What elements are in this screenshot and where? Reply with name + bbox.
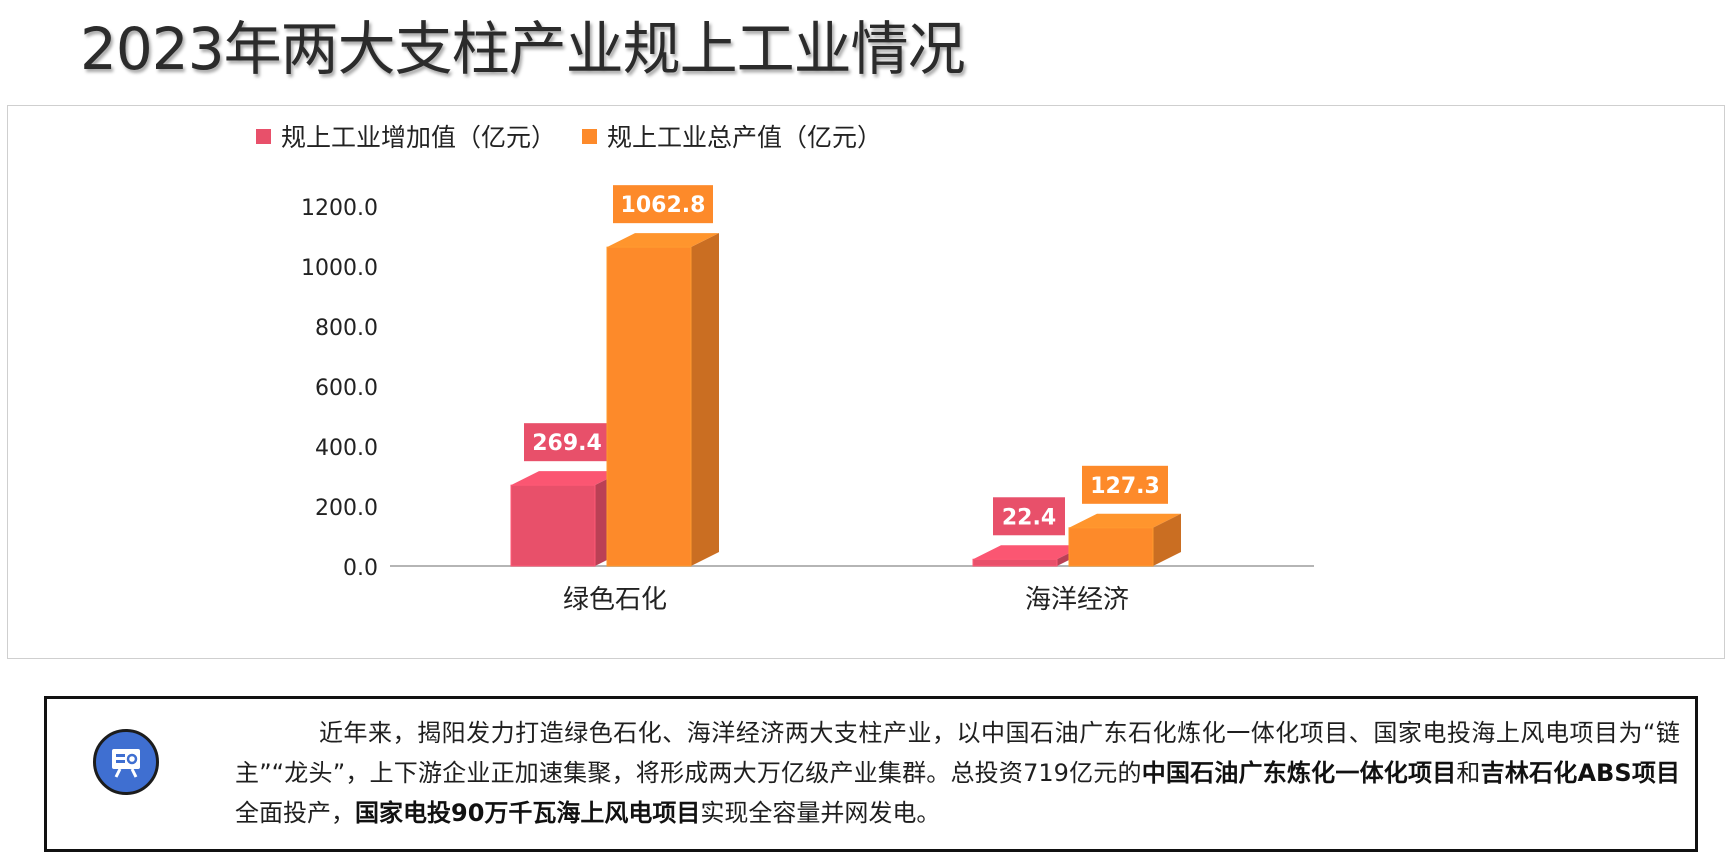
data-label-box xyxy=(993,497,1065,536)
data-label: 127.3 xyxy=(1090,474,1160,499)
data-label-box xyxy=(524,423,610,462)
summary-text-part-1: 近年来，揭阳发力打造绿色石化、海洋经济两大支柱产业，以中国石油广东石化炼化一体化… xyxy=(235,719,1680,787)
data-label: 22.4 xyxy=(1002,505,1056,530)
bar xyxy=(606,246,692,567)
summary-text-part-3: 全面投产， xyxy=(235,799,355,827)
legend-swatch-value-added xyxy=(256,128,271,144)
summary-text-part-4: 实现全容量并网发电。 xyxy=(700,799,941,827)
data-label-box xyxy=(1082,465,1168,504)
x-category-label: 绿色石化 xyxy=(563,585,667,615)
presentation-board-icon xyxy=(93,729,159,795)
chart-legend: 规上工业增加值（亿元） 规上工业总产值（亿元） xyxy=(256,118,882,154)
bar-top-face xyxy=(607,233,719,248)
bar-top-face xyxy=(973,545,1085,560)
bar-top-face xyxy=(1069,513,1181,528)
page-title: 2023年两大支柱产业规上工业情况 xyxy=(80,15,966,83)
legend-label-total-output: 规上工业总产值（亿元） xyxy=(607,123,883,152)
data-label-box xyxy=(613,185,713,224)
data-label: 269.4 xyxy=(532,431,602,456)
bar-chart: 0.0 200.0 400.0 600.0 800.0 1000.0 1200.0 绿色石化 2… xyxy=(301,185,1314,615)
data-label: 1062.8 xyxy=(621,193,706,218)
summary-highlight-refining-project: 中国石油广东炼化一体化项目 xyxy=(1141,759,1457,787)
legend-item-total-output: 规上工业总产值（亿元） xyxy=(582,118,882,154)
x-category-label: 海洋经济 xyxy=(1025,585,1129,615)
bar xyxy=(510,484,596,567)
y-tick-label: 400.0 xyxy=(315,436,378,461)
y-tick-label: 800.0 xyxy=(315,316,378,341)
summary-note: 近年来，揭阳发力打造绿色石化、海洋经济两大支柱产业，以中国石油广东石化炼化一体化… xyxy=(44,696,1698,852)
y-tick-label: 1200.0 xyxy=(301,196,378,221)
summary-text-part-2: 和 xyxy=(1456,759,1481,787)
bar xyxy=(972,558,1058,567)
y-tick-label: 200.0 xyxy=(315,496,378,521)
summary-highlight-wind-project: 国家电投90万千瓦海上风电项目 xyxy=(355,799,701,827)
legend-label-value-added: 规上工业增加值（亿元） xyxy=(281,123,557,152)
bar-side-face xyxy=(691,233,719,566)
bar-top-face xyxy=(511,471,623,486)
legend-item-value-added: 规上工业增加值（亿元） xyxy=(256,118,556,154)
chart-panel: 规上工业增加值（亿元） 规上工业总产值（亿元） 0.0 200.0 400.0 600… xyxy=(7,105,1725,659)
summary-highlight-abs-project: 吉林石化ABS项目 xyxy=(1480,759,1681,787)
y-tick-label: 0.0 xyxy=(343,556,378,581)
summary-text: 近年来，揭阳发力打造绿色石化、海洋经济两大支柱产业，以中国石油广东石化炼化一体化… xyxy=(235,713,1680,833)
y-tick-label: 1000.0 xyxy=(301,256,378,281)
bar-side-face xyxy=(1153,513,1181,566)
bar xyxy=(1068,527,1154,567)
y-tick-label: 600.0 xyxy=(315,376,378,401)
legend-swatch-total-output xyxy=(582,128,598,144)
